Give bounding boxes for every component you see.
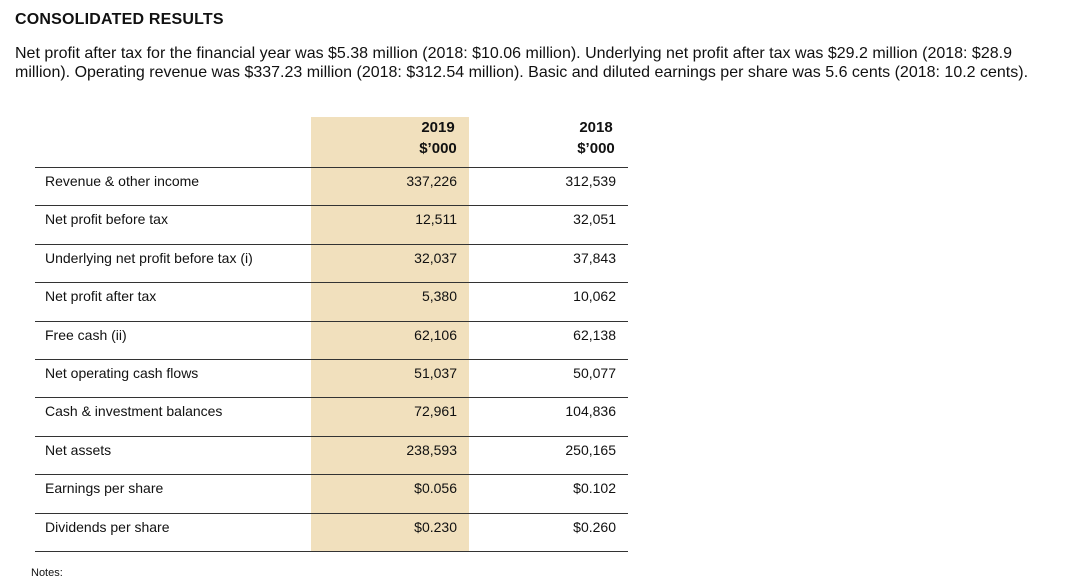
column-header-2019: 2019 $’000: [378, 117, 498, 159]
value-2019: 72,961: [414, 403, 457, 419]
value-2018: $0.102: [573, 480, 616, 496]
value-2018: $0.260: [573, 519, 616, 535]
value-2019: 12,511: [415, 211, 457, 227]
table-row: Earnings per share $0.056 $0.102: [35, 474, 628, 513]
column-header-2018: 2018 $’000: [536, 117, 656, 159]
row-label: Underlying net profit before tax (i): [45, 250, 253, 266]
table-row: Free cash (ii) 62,106 62,138: [35, 321, 628, 360]
value-2018: 50,077: [573, 365, 616, 381]
intro-paragraph: Net profit after tax for the financial y…: [15, 45, 1029, 81]
row-label: Net profit before tax: [45, 211, 168, 227]
highlight-column-2019: [311, 117, 469, 551]
row-label: Net profit after tax: [45, 288, 157, 304]
column-unit: $’000: [577, 140, 615, 157]
row-label: Earnings per share: [45, 480, 164, 496]
value-2019: $0.230: [414, 519, 457, 535]
row-label: Cash & investment balances: [45, 403, 223, 419]
table-row: Cash & investment balances 72,961 104,83…: [35, 397, 628, 436]
value-2018: 37,843: [573, 250, 616, 266]
value-2019: 238,593: [406, 442, 457, 458]
value-2019: 62,106: [414, 327, 457, 343]
row-label: Net assets: [45, 442, 112, 458]
column-year: 2018: [579, 119, 613, 136]
value-2019: $0.056: [414, 480, 457, 496]
table-row: Underlying net profit before tax (i) 32,…: [35, 244, 628, 283]
row-label: Dividends per share: [45, 519, 170, 535]
table-row: Net profit after tax 5,380 10,062: [35, 282, 628, 321]
value-2019: 51,037: [414, 365, 457, 381]
table-row: Net profit before tax 12,511 32,051: [35, 205, 628, 244]
value-2019: 337,226: [406, 173, 457, 189]
column-year: 2019: [421, 119, 455, 136]
value-2019: 5,380: [421, 288, 457, 304]
table-row: Net operating cash flows 51,037 50,077: [35, 359, 628, 398]
section-heading: CONSOLIDATED RESULTS: [15, 11, 224, 28]
column-unit: $’000: [419, 140, 457, 157]
value-2018: 104,836: [565, 403, 616, 419]
table-row: Net assets 238,593 250,165: [35, 436, 628, 475]
value-2018: 10,062: [573, 288, 616, 304]
value-2018: 250,165: [565, 442, 616, 458]
table-row: Dividends per share $0.230 $0.260: [35, 513, 628, 552]
value-2018: 312,539: [565, 173, 616, 189]
value-2018: 32,051: [573, 211, 616, 227]
row-label: Revenue & other income: [45, 173, 200, 189]
notes-label: Notes:: [31, 567, 63, 579]
row-label: Free cash (ii): [45, 327, 127, 343]
value-2019: 32,037: [414, 250, 457, 266]
table-row: Revenue & other income 337,226 312,539: [35, 167, 628, 206]
value-2018: 62,138: [573, 327, 616, 343]
row-label: Net operating cash flows: [45, 365, 199, 381]
table-bottom-rule: [35, 551, 628, 552]
